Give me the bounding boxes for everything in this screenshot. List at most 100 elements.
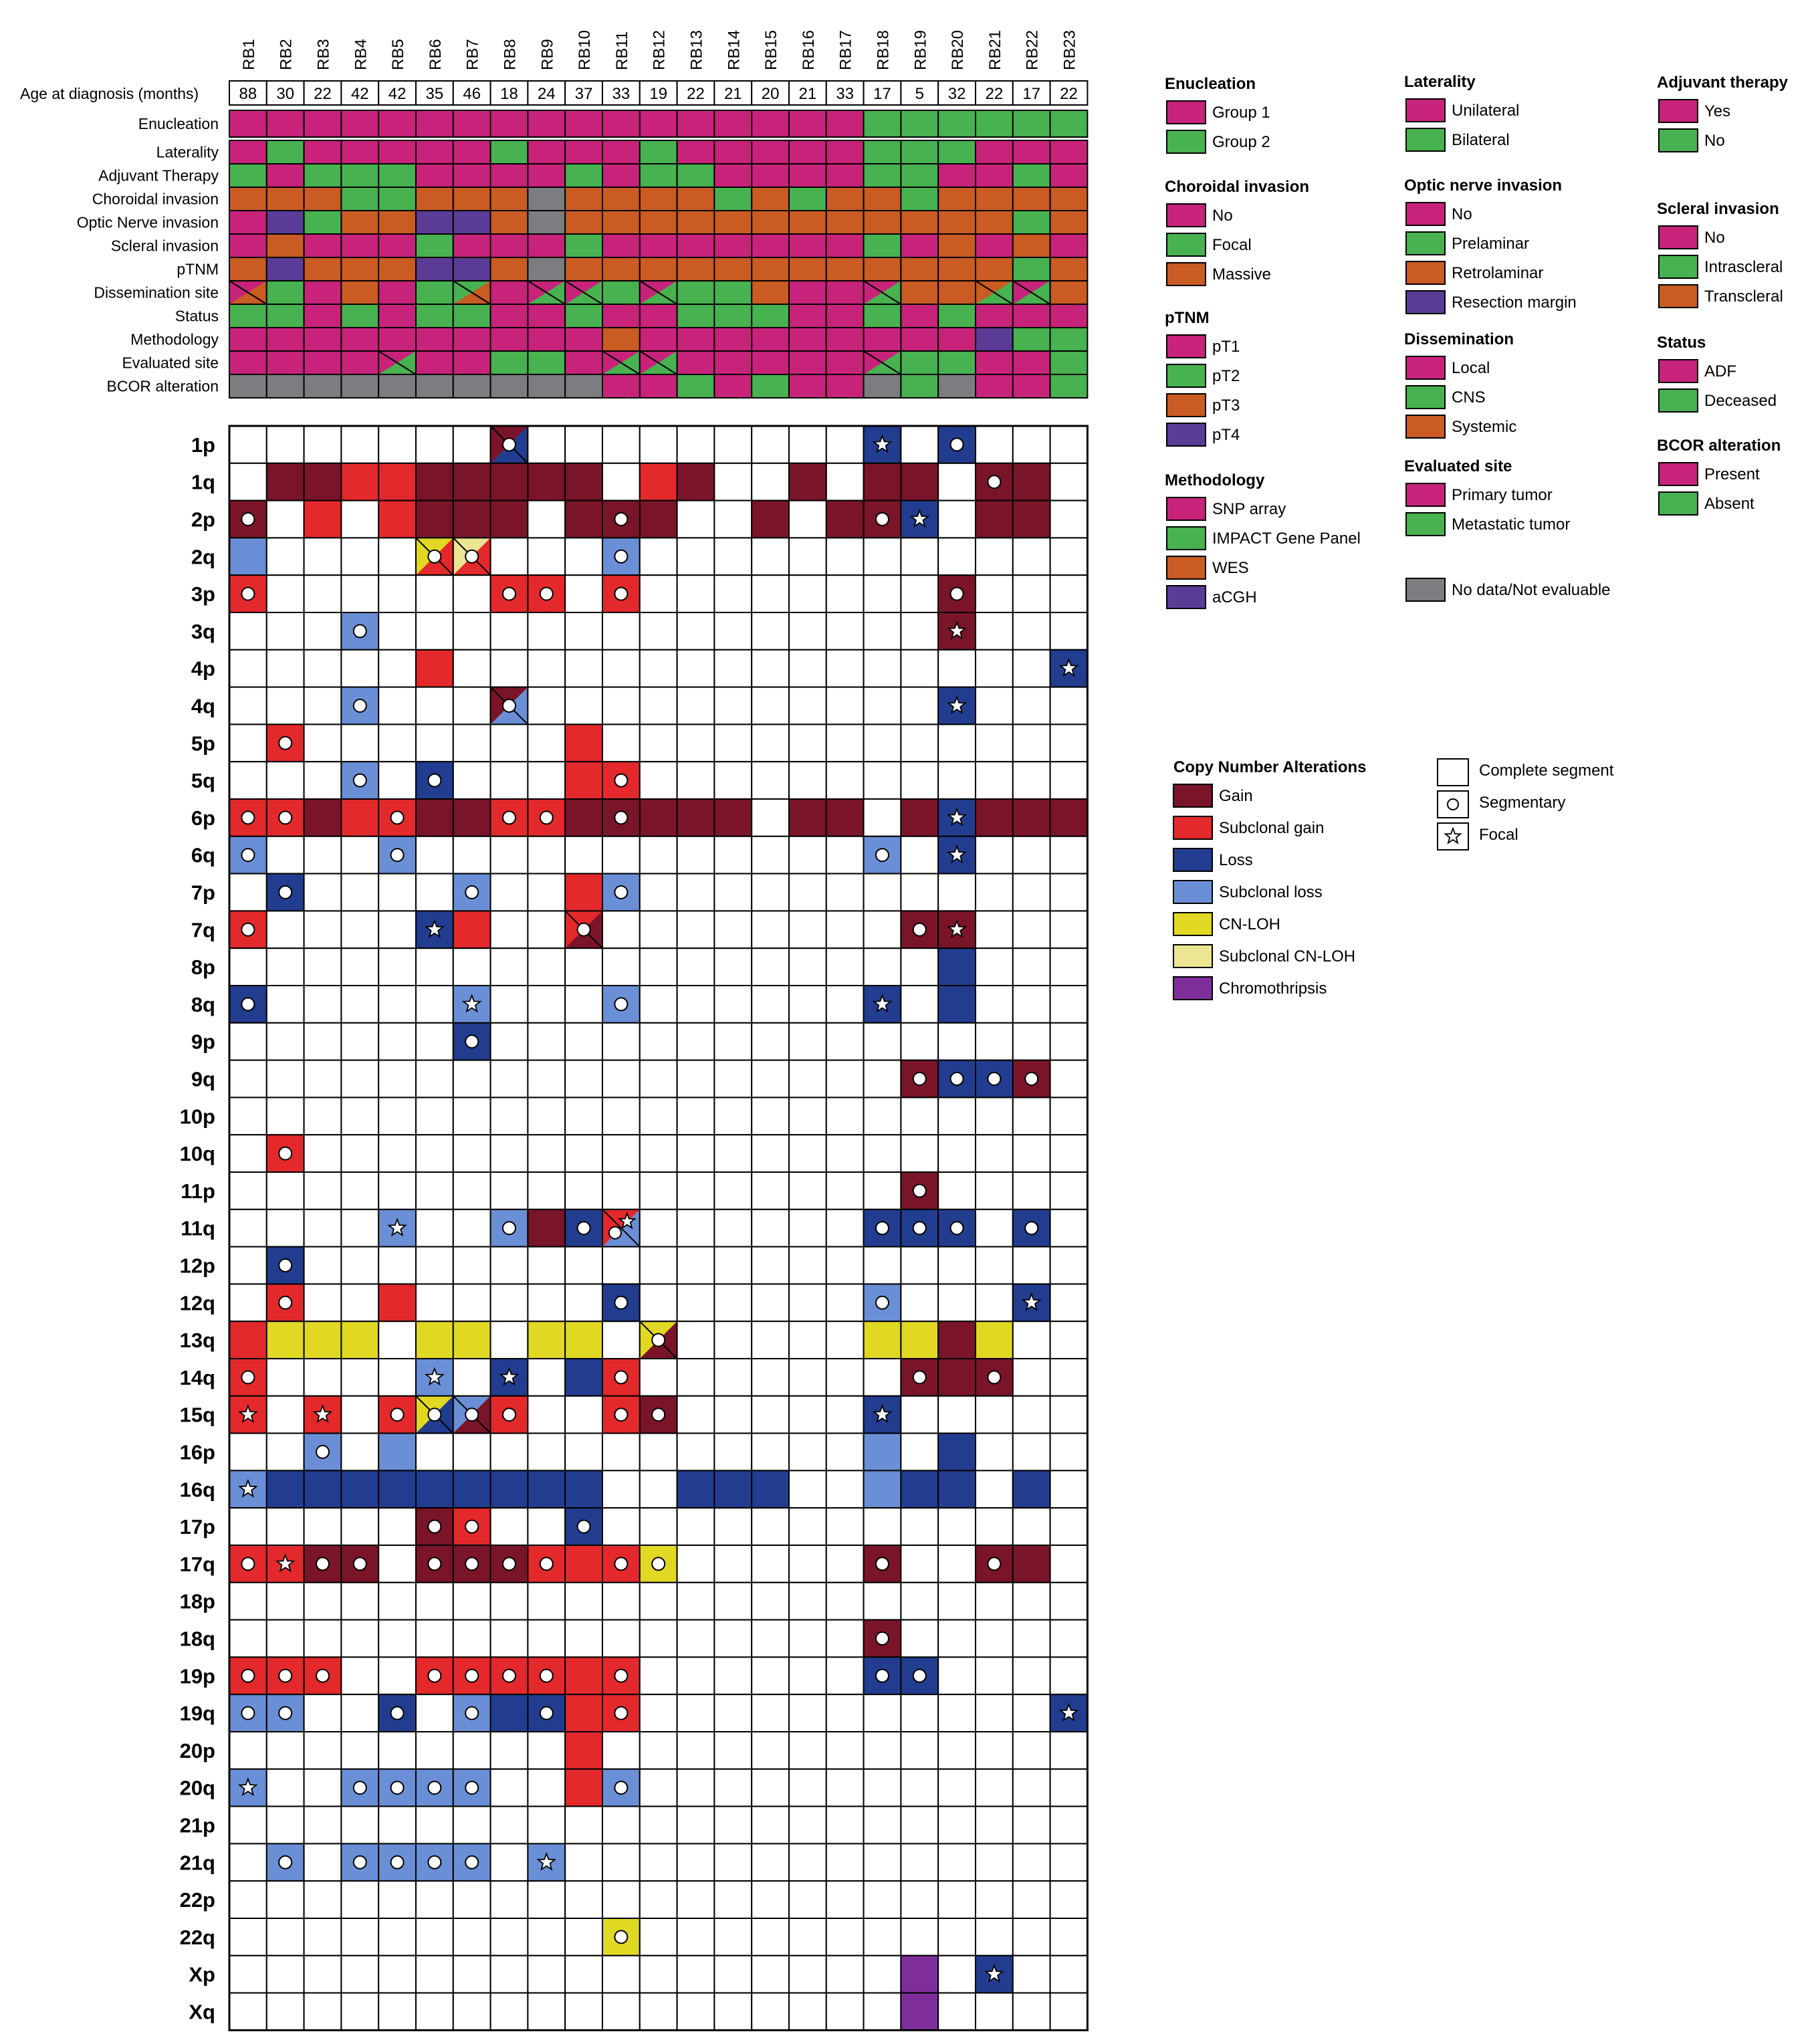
clinical-cell: [378, 164, 416, 187]
clinical-cell: [416, 304, 453, 328]
cna-cell: [751, 1954, 790, 1994]
clinical-cell: [304, 281, 342, 304]
chromosome-arm-label: 18p: [180, 1590, 215, 1613]
clinical-row-label: Laterality: [156, 144, 219, 161]
cna-cell: [788, 1805, 827, 1845]
clinical-cell: [901, 351, 939, 374]
cna-cell: [303, 1059, 342, 1099]
cna-cell: [863, 1581, 902, 1621]
legend-swatch: [1658, 359, 1698, 383]
cna-cell: [303, 1358, 342, 1397]
clinical-cell: [1050, 351, 1088, 374]
sample-label-RB10: RB10: [576, 30, 594, 70]
segmentary-marker: [987, 1072, 1002, 1086]
cna-cell: [676, 1843, 715, 1882]
cna-cell: [1012, 1656, 1051, 1696]
cna-cell: [1012, 1768, 1051, 1807]
segmentary-marker: [278, 1706, 293, 1720]
clinical-row-label: Scleral invasion: [111, 237, 219, 255]
cna-cell: [229, 1283, 267, 1323]
chromosome-arm-label: 17p: [180, 1515, 215, 1539]
cna-cell: [1049, 1768, 1089, 1807]
legend-item-label: pT1: [1212, 338, 1240, 356]
clinical-cell: [1012, 304, 1050, 328]
segmentary-marker: [875, 512, 889, 526]
cna-cell: [975, 1992, 1014, 2031]
cna-cell: [303, 761, 342, 800]
cna-cell: [489, 1581, 529, 1621]
chromosome-arm-label: 4p: [191, 657, 215, 681]
clinical-cell: [304, 351, 342, 374]
cna-cell: [565, 1359, 602, 1396]
clinical-cell: [938, 140, 976, 164]
chromosome-arm-label: 14q: [180, 1366, 215, 1389]
segmentary-marker: [614, 885, 629, 899]
chromosome-arm-label: 6p: [191, 806, 215, 830]
cna-cell: [229, 1843, 267, 1882]
cna-cell: [602, 910, 641, 949]
clinical-cell: [378, 140, 416, 164]
cna-cell: [1012, 1470, 1050, 1508]
cna-cell: [975, 835, 1014, 875]
segmentary-marker: [465, 1557, 479, 1571]
cna-cell: [751, 612, 790, 651]
legend-item-label: CNS: [1452, 388, 1486, 407]
cna-cell: [489, 947, 529, 986]
clinical-cell: [453, 234, 491, 257]
cna-cell: [378, 1358, 417, 1397]
legend-swatch: [1658, 128, 1698, 152]
clinical-cell-diagonal: [602, 350, 641, 375]
cna-cell: [639, 1918, 678, 1956]
cna-cell: [751, 1246, 790, 1285]
cna-cell: [863, 1992, 902, 2031]
legend-swatch: [1166, 364, 1206, 388]
cna-cell: [676, 1954, 715, 1994]
clinical-cell: [863, 164, 901, 187]
cna-cell: [901, 463, 939, 501]
cna-cell: [303, 649, 342, 688]
segmentary-marker: [241, 1668, 255, 1683]
cna-cell: [378, 1805, 417, 1845]
cna-cell: [416, 1321, 453, 1359]
age-value: 21: [724, 85, 742, 103]
cna-cell: [938, 948, 976, 986]
clinical-cell: [863, 110, 901, 137]
cna-cell: [564, 1022, 604, 1061]
segmentary-marker: [576, 922, 591, 937]
cna-cell: [937, 649, 976, 688]
age-cell: [452, 80, 491, 106]
segmentary-marker: [427, 1557, 442, 1571]
segmentary-marker: [465, 1034, 479, 1049]
cna-cell: [378, 1581, 417, 1621]
clinical-cell: [266, 374, 304, 398]
legend-item-label: CN-LOH: [1219, 915, 1280, 933]
cna-cell: [676, 425, 715, 464]
segmentary-marker: [278, 1295, 293, 1310]
cna-cell: [863, 947, 902, 986]
cna-cell: [1049, 1581, 1089, 1621]
legend-swatch: [1405, 512, 1446, 536]
cna-cell: [229, 761, 267, 800]
cna-cell: [676, 985, 715, 1024]
clinical-cell: [976, 164, 1013, 187]
legend-swatch: [1173, 816, 1213, 840]
cna-cell: [713, 1581, 753, 1621]
focal-marker: [536, 1851, 557, 1871]
age-cell: [713, 80, 753, 106]
clinical-cell: [602, 374, 640, 398]
clinical-cell: [229, 257, 267, 281]
cna-cell: [788, 1171, 827, 1210]
cna-cell: [863, 1880, 902, 1919]
legend-item-label: Group 1: [1212, 104, 1270, 122]
cna-cell: [265, 1022, 305, 1061]
clinical-cell: [266, 328, 304, 351]
clinical-cell: [378, 187, 416, 211]
cna-cell: [751, 462, 790, 501]
clinical-cell: [789, 281, 826, 304]
cna-cell: [340, 1246, 380, 1285]
cna-cell: [340, 1805, 380, 1845]
chromosome-arm-label: 4q: [191, 695, 215, 718]
legend-swatch: [1405, 290, 1446, 314]
clinical-cell: [789, 187, 826, 211]
cna-cell: [527, 761, 566, 800]
